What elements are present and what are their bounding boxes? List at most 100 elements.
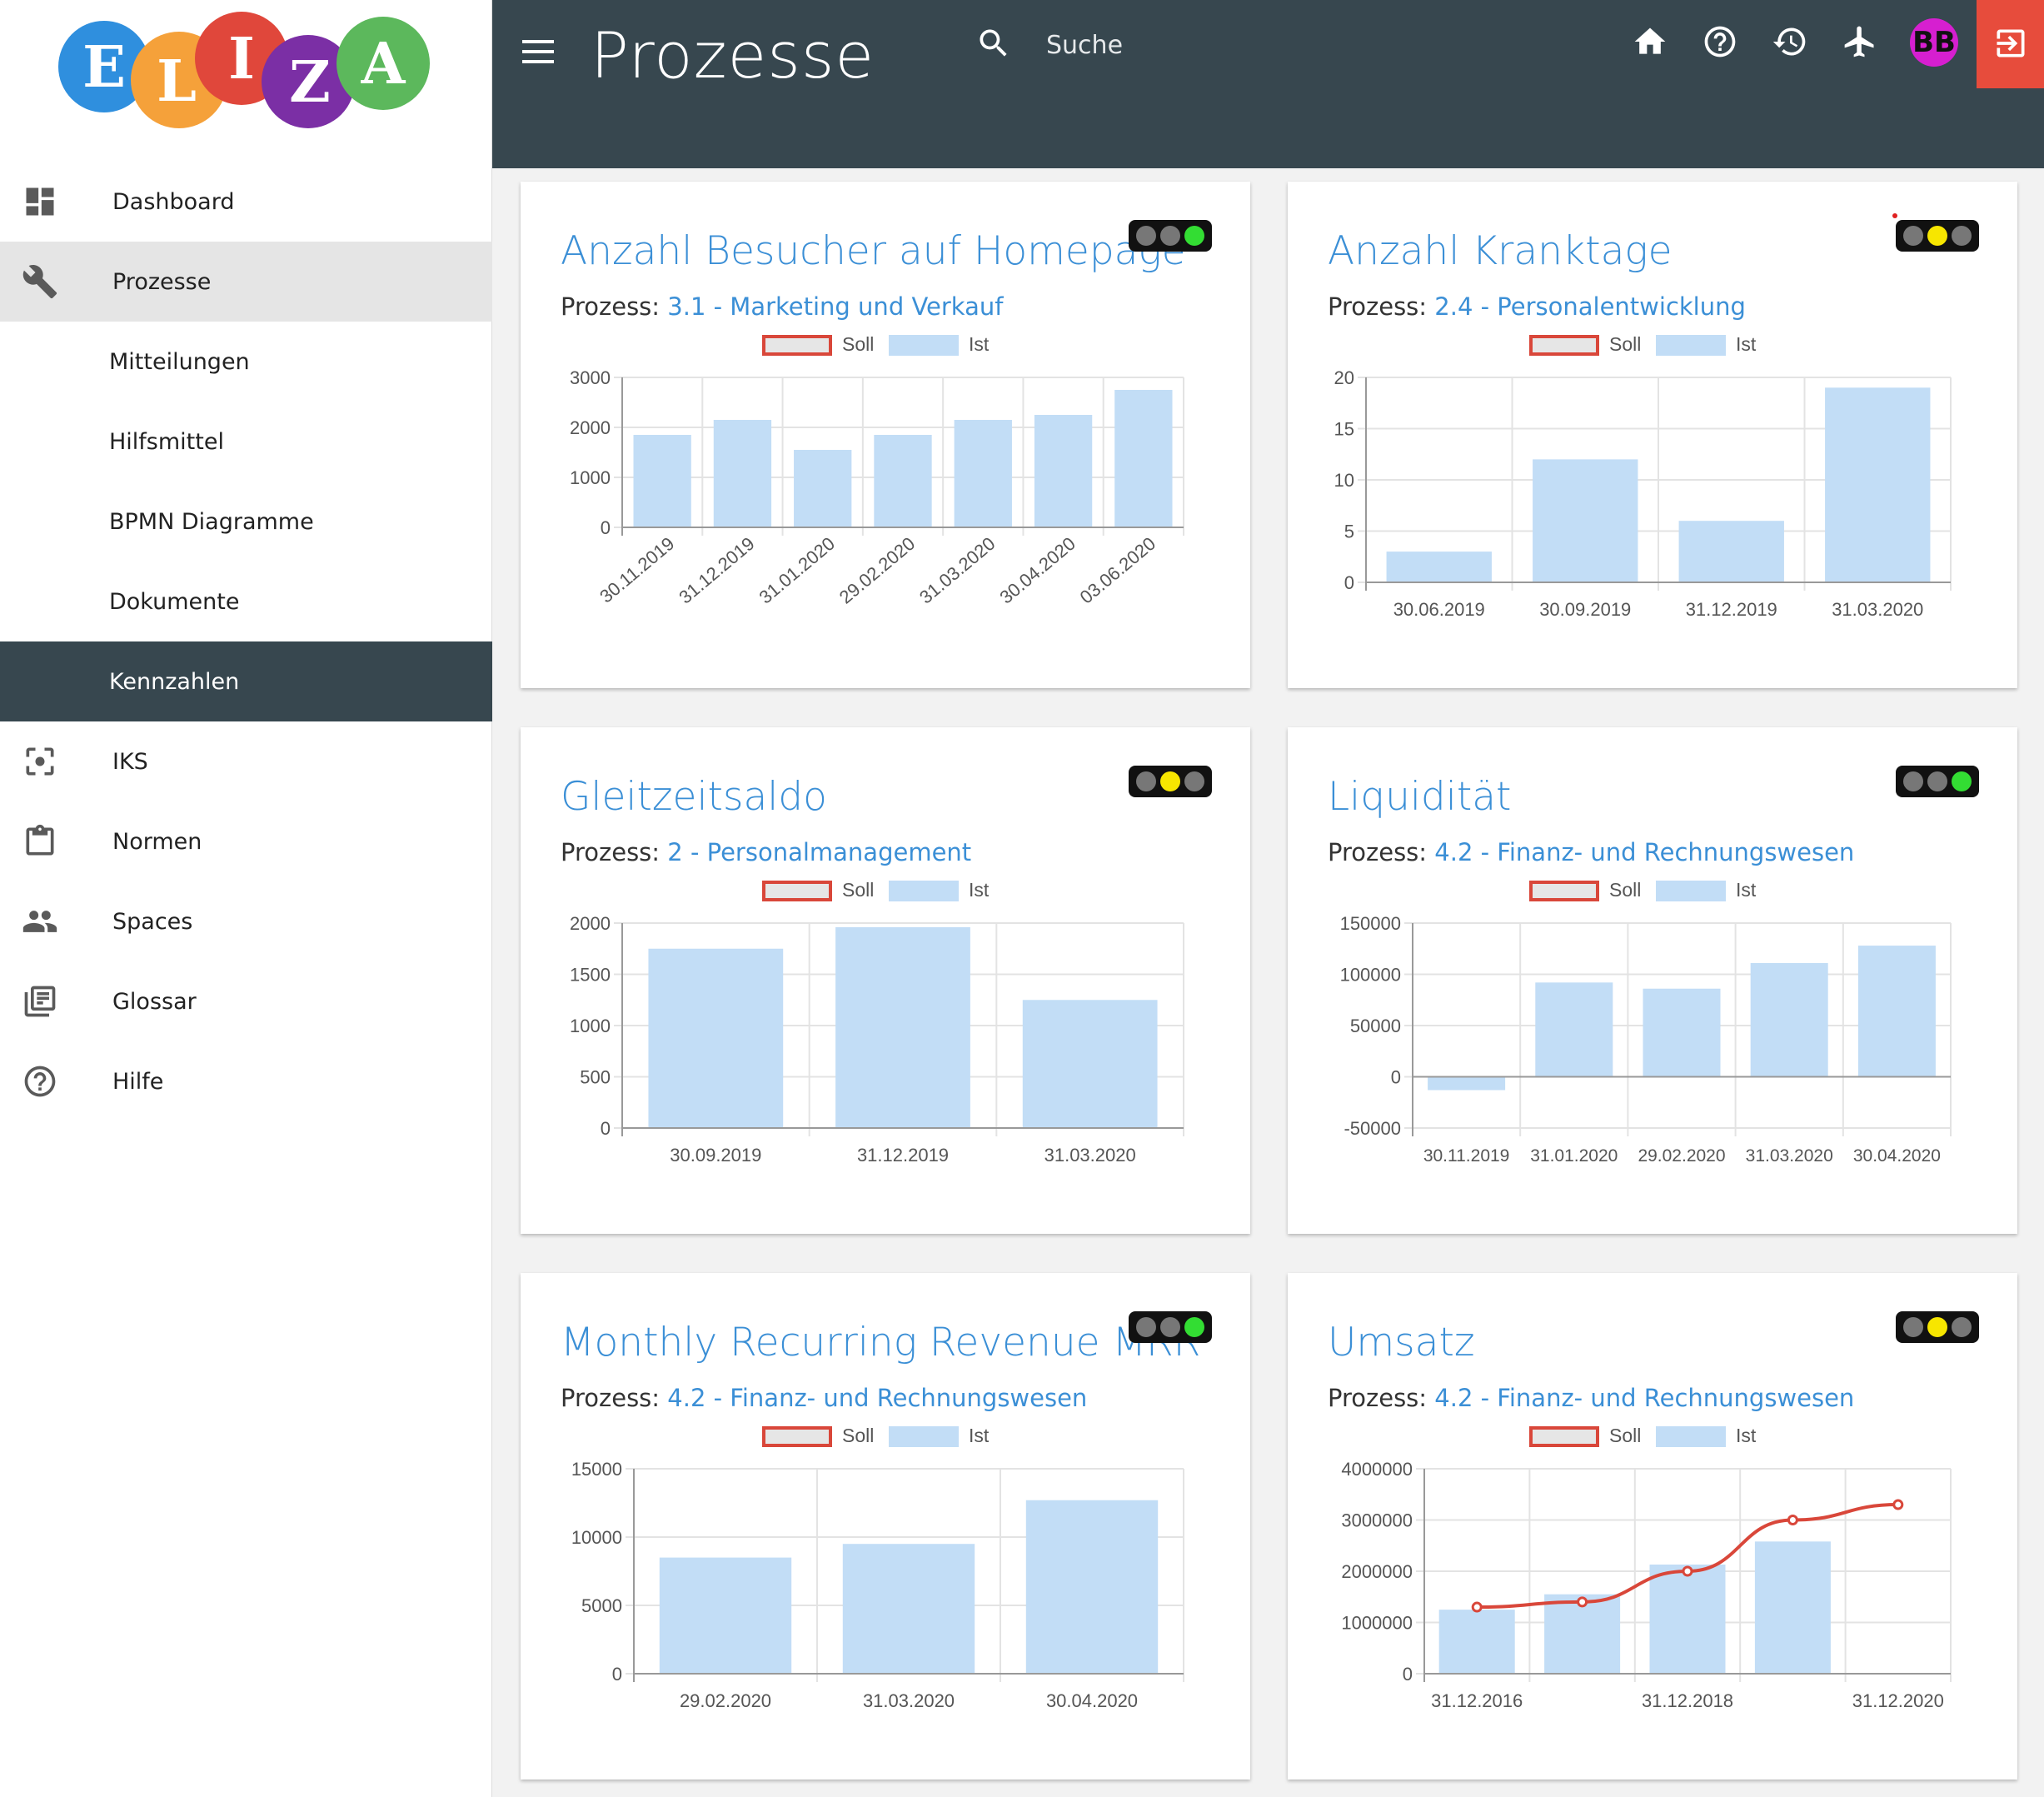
- legend-swatch-soll[interactable]: [1529, 881, 1599, 901]
- card-title[interactable]: Monthly Recurring Revenue MRR: [561, 1320, 1201, 1365]
- process-link[interactable]: 2.4 - Personalentwicklung: [1434, 292, 1746, 321]
- menu-icon[interactable]: [522, 37, 559, 67]
- card-title[interactable]: Umsatz: [1328, 1320, 1475, 1365]
- logout-button[interactable]: [1977, 0, 2044, 88]
- bar-ist[interactable]: [1533, 459, 1638, 582]
- sidebar-item-kennzahlen[interactable]: Kennzahlen: [0, 641, 492, 721]
- traffic-light-red: [1136, 226, 1156, 246]
- eliza-logo[interactable]: E L I Z A: [50, 7, 441, 132]
- legend-swatch-soll[interactable]: [1529, 1426, 1599, 1447]
- search-icon[interactable]: [975, 25, 1012, 62]
- bar-ist[interactable]: [1857, 946, 1936, 1077]
- kpi-card-kranktage[interactable]: Anzahl Kranktage Prozess: 2.4 - Personal…: [1288, 182, 2017, 688]
- bar-ist[interactable]: [1649, 1565, 1726, 1674]
- bar-ist[interactable]: [1438, 1610, 1515, 1674]
- process-link[interactable]: 4.2 - Finanz- und Rechnungswesen: [1434, 1384, 1855, 1412]
- home-icon[interactable]: [1632, 23, 1668, 60]
- sidebar-item-label: Dokumente: [109, 588, 240, 615]
- process-prefix: Prozess:: [1328, 1384, 1428, 1412]
- sidebar-item-hilfe[interactable]: Hilfe: [0, 1041, 492, 1121]
- y-tick-label: 1000: [570, 467, 611, 488]
- bar-ist[interactable]: [1034, 415, 1093, 527]
- card-title[interactable]: Liquidität: [1328, 774, 1512, 820]
- bar-ist[interactable]: [1428, 1076, 1506, 1091]
- sidebar-item-mitteilungen[interactable]: Mitteilungen: [0, 322, 492, 402]
- avatar[interactable]: BB: [1910, 18, 1958, 67]
- bar-ist[interactable]: [835, 926, 970, 1128]
- y-tick-label: 1500: [570, 965, 611, 986]
- legend-label-soll: Soll: [1609, 1425, 1642, 1446]
- traffic-light: [1896, 1311, 1979, 1343]
- bar-ist[interactable]: [1544, 1594, 1621, 1674]
- legend-swatch-ist[interactable]: [1656, 1426, 1726, 1447]
- legend-swatch-ist[interactable]: [889, 881, 959, 901]
- legend-swatch-soll[interactable]: [762, 881, 832, 901]
- history-icon[interactable]: [1772, 23, 1808, 60]
- bar-ist[interactable]: [842, 1544, 975, 1674]
- bar-ist[interactable]: [1535, 982, 1613, 1077]
- sidebar-item-prozesse[interactable]: Prozesse: [0, 242, 492, 322]
- bar-ist[interactable]: [1114, 390, 1173, 527]
- legend-swatch-soll[interactable]: [1529, 335, 1599, 356]
- sidebar-item-label: BPMN Diagramme: [109, 508, 314, 535]
- bar-ist[interactable]: [1825, 387, 1931, 582]
- point-soll[interactable]: [1787, 1515, 1798, 1525]
- process-link[interactable]: 4.2 - Finanz- und Rechnungswesen: [1434, 838, 1855, 866]
- kpi-card-mrr[interactable]: Monthly Recurring Revenue MRR Prozess: 4…: [521, 1273, 1250, 1780]
- airplane-icon[interactable]: [1842, 23, 1878, 60]
- sidebar-item-dokumente[interactable]: Dokumente: [0, 562, 492, 641]
- bar-ist[interactable]: [633, 435, 691, 527]
- bar-ist[interactable]: [648, 948, 784, 1128]
- legend-swatch-soll[interactable]: [762, 1426, 832, 1447]
- process-link[interactable]: 2 - Personalmanagement: [667, 838, 972, 866]
- process-link[interactable]: 3.1 - Marketing und Verkauf: [667, 292, 1004, 321]
- legend-swatch-ist[interactable]: [889, 335, 959, 356]
- kpi-chart: 0 5000 10000 15000 29.02.2020 31.03.2020 30.04…: [571, 1459, 1184, 1711]
- card-title[interactable]: Gleitzeitsaldo: [561, 774, 827, 820]
- legend-swatch-ist[interactable]: [889, 1426, 959, 1447]
- bar-ist[interactable]: [1025, 1500, 1159, 1674]
- bar-ist[interactable]: [713, 420, 772, 527]
- bar-ist[interactable]: [954, 420, 1012, 527]
- sidebar-item-spaces[interactable]: Spaces: [0, 881, 492, 961]
- sidebar-item-glossar[interactable]: Glossar: [0, 961, 492, 1041]
- point-soll[interactable]: [1892, 1499, 1904, 1510]
- process-link[interactable]: 4.2 - Finanz- und Rechnungswesen: [667, 1384, 1088, 1412]
- card-title[interactable]: Anzahl Besucher auf Homepage: [561, 228, 1186, 274]
- bar-ist[interactable]: [1754, 1541, 1831, 1674]
- bar-ist[interactable]: [1643, 988, 1721, 1077]
- legend-swatch-ist[interactable]: [1656, 335, 1726, 356]
- bar-ist[interactable]: [874, 435, 932, 527]
- x-tick-label: 31.03.2020: [1044, 1145, 1136, 1166]
- y-tick-label: 15000: [571, 1459, 622, 1480]
- point-soll[interactable]: [1577, 1596, 1588, 1608]
- kpi-card-gleitzeitsaldo[interactable]: Gleitzeitsaldo Prozess: 2 - Personalmana…: [521, 727, 1250, 1234]
- point-soll[interactable]: [1682, 1565, 1693, 1577]
- legend-swatch-soll[interactable]: [762, 335, 832, 356]
- legend-label-ist: Ist: [969, 879, 990, 901]
- bar-ist[interactable]: [1678, 521, 1784, 582]
- point-soll[interactable]: [1471, 1601, 1483, 1613]
- bar-ist[interactable]: [1386, 552, 1492, 582]
- bar-ist[interactable]: [659, 1557, 792, 1674]
- card-process: Prozess: 2.4 - Personalentwicklung: [1328, 292, 1746, 321]
- card-title[interactable]: Anzahl Kranktage: [1328, 228, 1673, 274]
- traffic-light-yellow: [1927, 771, 1947, 791]
- y-tick-label: 0: [601, 517, 611, 538]
- kpi-card-liquiditaet[interactable]: Liquidität Prozess: 4.2 - Finanz- und Re…: [1288, 727, 2017, 1234]
- kpi-card-besucher[interactable]: Anzahl Besucher auf Homepage Prozess: 3.…: [521, 182, 1250, 688]
- kpi-card-umsatz[interactable]: Umsatz Prozess: 4.2 - Finanz- und Rechnu…: [1288, 1273, 2017, 1780]
- search-input[interactable]: [1046, 27, 1379, 63]
- sidebar-item-bpmn-diagramme[interactable]: BPMN Diagramme: [0, 482, 492, 562]
- bar-ist[interactable]: [1022, 1000, 1158, 1128]
- sidebar-item-iks[interactable]: IKS: [0, 721, 492, 801]
- kpi-chart: -50000 0 50000 100000 150000 30.11.2019 31.01.…: [1340, 913, 1952, 1166]
- legend-swatch-ist[interactable]: [1656, 881, 1726, 901]
- bar-ist[interactable]: [1750, 962, 1828, 1077]
- help-icon[interactable]: [1702, 23, 1738, 60]
- x-tick-label: 30.04.2020: [995, 533, 1079, 608]
- sidebar-item-dashboard[interactable]: Dashboard: [0, 162, 492, 242]
- sidebar-item-normen[interactable]: Normen: [0, 801, 492, 881]
- bar-ist[interactable]: [794, 450, 852, 527]
- sidebar-item-hilfsmittel[interactable]: Hilfsmittel: [0, 402, 492, 482]
